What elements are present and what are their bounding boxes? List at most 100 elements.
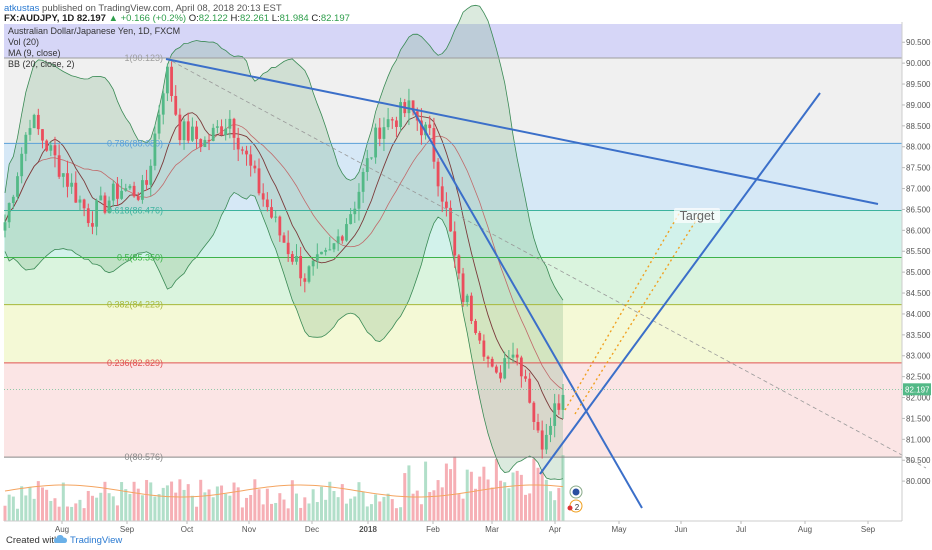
- candle-body: [86, 208, 90, 224]
- candle-body: [428, 124, 432, 129]
- ma-indicator-label[interactable]: MA (9, close): [8, 48, 61, 58]
- volume-bar: [253, 479, 257, 521]
- bb-lower-line: [4, 191, 564, 481]
- y-tick-label: 89.500: [906, 80, 931, 89]
- volume-bar: [11, 496, 15, 521]
- y-tick-label: 80.000: [906, 477, 931, 486]
- volume-bar: [157, 494, 161, 521]
- y-tick-label: 82.500: [906, 373, 931, 382]
- author-link[interactable]: atkustas: [4, 3, 40, 14]
- candle-body: [111, 183, 115, 201]
- volume-bar: [186, 484, 190, 521]
- volume-bar: [328, 481, 332, 521]
- candle-body: [16, 176, 19, 197]
- fib-level-label: 0.382(84.223): [107, 300, 163, 310]
- y-tick-label: 88.500: [906, 122, 931, 131]
- volume-bar: [561, 455, 565, 521]
- y-tick-label: 90.500: [906, 38, 931, 47]
- candle-body: [307, 266, 311, 282]
- volume-bar: [270, 503, 274, 521]
- volume-bar: [107, 493, 111, 521]
- y-tick-label: 87.500: [906, 164, 931, 173]
- candle-body: [345, 224, 348, 241]
- candle-body: [207, 139, 211, 141]
- volume-bar: [82, 508, 86, 521]
- volume-bar: [424, 461, 428, 521]
- volume-bar: [419, 504, 423, 521]
- volume-bar: [307, 503, 311, 521]
- candle-body: [274, 216, 278, 218]
- volume-bar: [195, 506, 199, 521]
- candle-body: [11, 196, 15, 204]
- fib-zone-3: [4, 210, 902, 258]
- x-tick-label: Aug: [55, 525, 69, 534]
- volume-bar: [170, 481, 174, 521]
- candle-body: [299, 256, 303, 279]
- volume-bar: [524, 494, 528, 521]
- created-with-text: Created with: [6, 535, 60, 546]
- target-channel-lower: [574, 213, 701, 415]
- volume-bar: [203, 492, 207, 521]
- candle-body: [503, 358, 507, 379]
- volume-bar: [482, 466, 486, 521]
- x-tick-label: Nov: [242, 525, 256, 534]
- volume-bar: [286, 508, 290, 521]
- candle-body: [236, 137, 240, 150]
- ohlc-readout: FX:AUDJPY, 1D 82.197 ▲ +0.166 (+0.2%) O:…: [4, 13, 350, 24]
- candle-body: [195, 126, 198, 140]
- candle-body: [174, 95, 178, 115]
- volume-bar: [261, 504, 265, 521]
- event-badge-dot: [567, 505, 573, 511]
- volume-bar: [394, 508, 398, 521]
- volume-bar: [274, 502, 278, 521]
- volume-bar: [507, 488, 511, 521]
- candle-body: [20, 153, 24, 177]
- y-tick-label: 82.000: [906, 394, 931, 403]
- fib-zone-4: [4, 257, 902, 305]
- candle-body: [374, 127, 378, 158]
- candle-body: [253, 165, 257, 169]
- volume-bar: [103, 481, 107, 521]
- volume-bar: [36, 481, 40, 521]
- bb-indicator-label[interactable]: BB (20, close, 2): [8, 59, 75, 69]
- candle-body: [411, 100, 415, 112]
- candle-body: [357, 191, 361, 209]
- candle-body: [45, 140, 49, 151]
- candle-body: [128, 185, 132, 189]
- candle-body: [41, 129, 44, 141]
- x-tick-label: Aug: [798, 525, 812, 534]
- candle-body: [257, 168, 261, 194]
- volume-bar: [128, 494, 132, 521]
- volume-bar: [240, 507, 244, 521]
- volume-bar: [528, 493, 532, 521]
- volume-bar: [503, 482, 507, 521]
- candle-body: [190, 126, 194, 141]
- y-tick-label: 85.500: [906, 247, 931, 256]
- volume-bar: [111, 496, 115, 521]
- candle-body: [211, 127, 215, 141]
- last-price-tag-label: 82.197: [905, 385, 930, 394]
- instrument-title: Australian Dollar/Japanese Yen, 1D, FXCM: [8, 26, 181, 36]
- volume-bar: [95, 497, 99, 521]
- candle-body: [311, 260, 315, 267]
- candle-body: [494, 366, 498, 373]
- volume-bar: [386, 493, 390, 521]
- volume-indicator-label[interactable]: Vol (20): [8, 37, 40, 47]
- volume-bar: [361, 491, 365, 521]
- last-price: 82.197: [76, 13, 106, 24]
- volume-bar: [336, 497, 340, 521]
- volume-bar: [228, 495, 232, 521]
- candle-body: [515, 354, 519, 358]
- volume-bar: [390, 499, 394, 521]
- tradingview-logo-icon: [54, 535, 67, 543]
- volume-bar: [182, 489, 186, 521]
- volume-bar: [382, 496, 386, 521]
- candle-body: [549, 425, 552, 435]
- tradingview-brand[interactable]: TradingView: [70, 535, 123, 546]
- candle-body: [486, 356, 490, 359]
- candle-body: [386, 119, 390, 128]
- candle-body: [82, 199, 86, 209]
- candle-body: [378, 127, 382, 139]
- candle-body: [261, 193, 265, 200]
